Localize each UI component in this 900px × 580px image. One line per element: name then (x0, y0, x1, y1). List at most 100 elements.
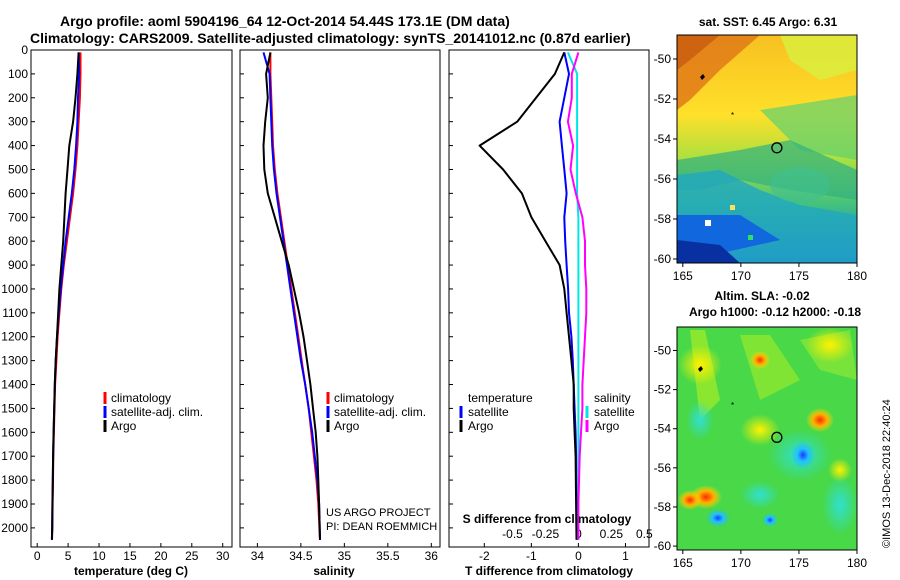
depth-tick-label: 1200 (1, 330, 28, 344)
x-tick-label: 1 (622, 549, 629, 563)
series-line-s-satellite (566, 52, 580, 540)
salinity-legend: climatology satellite-adj. clim. Argo (326, 391, 426, 433)
temperature-axis: 0 5 10 15 20 25 30 (34, 543, 230, 563)
depth-tick-label: 300 (8, 115, 28, 129)
series-line-argo (262, 52, 321, 540)
depth-tick-label: 1100 (2, 306, 28, 320)
depth-tick-label: 1400 (1, 378, 28, 392)
x-tick-label: 0 (575, 549, 582, 563)
s-tick-label: 0.5 (636, 527, 653, 541)
map-x-tick-label: 180 (847, 269, 867, 283)
depth-tick-label: 900 (8, 258, 28, 272)
sla-map-subtitle: Argo h1000: -0.12 h2000: -0.18 (689, 305, 861, 319)
s-tick-label: -0.25 (532, 527, 560, 541)
x-tick-label: 0 (34, 549, 41, 563)
depth-tick-label: 1300 (1, 354, 28, 368)
sst-map-title: sat. SST: 6.45 Argo: 6.31 (699, 15, 838, 29)
map-y-tick-label: -60 (654, 539, 672, 553)
legend-label-s-argo: Argo (594, 419, 620, 433)
sst-map-axes: 165 170 175 180 -50 -52 -54 -56 -58 -60 (654, 52, 868, 283)
s-tick-label: -0.5 (502, 527, 523, 541)
legend-label-satellite: satellite-adj. clim. (111, 405, 203, 419)
x-tick-label: -1 (526, 549, 537, 563)
sla-island-marker (698, 366, 703, 372)
depth-tick-label: 1000 (1, 282, 28, 296)
x-tick-label: 30 (216, 549, 230, 563)
project-credit-line-1: US ARGO PROJECT (326, 507, 431, 519)
temperature-xlabel: temperature (deg C) (74, 564, 188, 578)
x-tick-label: 34.5 (289, 549, 313, 563)
sla-argo-position-marker (771, 431, 783, 443)
map-y-tick-label: -56 (654, 461, 672, 475)
map-x-tick-label: 170 (731, 269, 751, 283)
series-line-satellite-adj-clim- (262, 52, 321, 540)
map-y-tick-label: -52 (654, 383, 672, 397)
depth-tick-label: 400 (8, 139, 28, 153)
depth-tick-label: 1600 (1, 425, 28, 439)
sst-map-frame (676, 34, 858, 264)
sla-map-title: Altim. SLA: -0.02 (714, 289, 810, 303)
series-line-argo (50, 52, 80, 540)
s-difference-label: S difference from climatology (463, 512, 632, 526)
depth-tick-label: 1900 (1, 497, 28, 511)
map-x-tick-label: 165 (673, 556, 693, 570)
legend-label-t-satellite: satellite (468, 405, 509, 419)
salinity-series (262, 52, 321, 540)
x-tick-label: 35.5 (376, 549, 400, 563)
x-tick-label: 20 (154, 549, 168, 563)
depth-tick-label: 800 (8, 234, 28, 248)
map-x-tick-label: 180 (847, 556, 867, 570)
x-tick-label: 15 (123, 549, 137, 563)
depth-tick-label: 0 (21, 43, 28, 57)
sla-map-frame (676, 326, 858, 551)
map-y-tick-label: -54 (654, 422, 672, 436)
map-y-tick-label: -58 (654, 212, 672, 226)
difference-legend-salinity: salinity satellite Argo (585, 391, 635, 433)
depth-tick-label: 1800 (1, 473, 28, 487)
x-tick-label: 35 (338, 549, 352, 563)
x-tick-label: 34 (251, 549, 265, 563)
map-y-tick-label: -58 (654, 500, 672, 514)
legend-label-climatology: climatology (334, 391, 394, 405)
temperature-legend: climatology satellite-adj. clim. Argo (103, 391, 203, 433)
t-difference-axis: -2 -1 0 1 (479, 543, 629, 563)
x-tick-label: 36 (425, 549, 439, 563)
map-x-tick-label: 170 (731, 556, 751, 570)
series-line-s-argo (566, 52, 588, 540)
s-tick-label: 0.25 (600, 527, 624, 541)
difference-series (478, 51, 588, 540)
depth-tick-label: 700 (8, 210, 28, 224)
map-x-tick-label: 175 (789, 556, 809, 570)
sla-map-image (677, 327, 857, 550)
figure-title-line-2: Climatology: CARS2009. Satellite-adjuste… (30, 30, 631, 46)
legend-label-argo: Argo (334, 419, 360, 433)
x-tick-label: 25 (185, 549, 199, 563)
depth-tick-label: 500 (8, 162, 28, 176)
legend-label-argo: Argo (111, 419, 137, 433)
credit-text: ©IMOS 13-Dec-2018 22:40:24 (881, 399, 893, 548)
map-y-tick-label: -56 (654, 172, 672, 186)
sla-island-dot: * (731, 401, 734, 410)
depth-tick-label: 1500 (1, 401, 28, 415)
map-y-tick-label: -50 (654, 343, 672, 357)
sst-argo-position-marker (771, 142, 783, 154)
x-tick-label: 10 (92, 549, 106, 563)
map-x-tick-label: 165 (673, 269, 693, 283)
salinity-axis: 34 34.5 35 35.5 36 (251, 543, 439, 563)
x-tick-label: 5 (65, 549, 72, 563)
sst-map-image (677, 35, 857, 263)
legend-label-s-satellite: satellite (594, 405, 635, 419)
temperature-series (50, 52, 82, 540)
depth-tick-label: 200 (8, 91, 28, 105)
map-x-tick-label: 175 (789, 269, 809, 283)
sst-island-marker (700, 74, 705, 80)
depth-tick-label: 2000 (1, 521, 28, 535)
map-y-tick-label: -60 (654, 252, 672, 266)
difference-panel-frame (448, 49, 650, 548)
map-y-tick-label: -54 (654, 132, 672, 146)
x-tick-label: -2 (479, 549, 490, 563)
map-y-tick-label: -50 (654, 52, 672, 66)
sst-island-dot: * (731, 111, 734, 120)
salinity-xlabel: salinity (313, 564, 355, 578)
series-line-t-argo (478, 51, 578, 540)
